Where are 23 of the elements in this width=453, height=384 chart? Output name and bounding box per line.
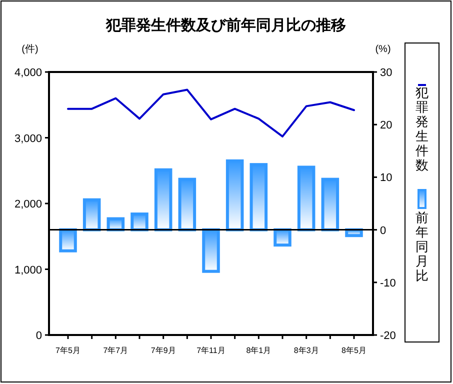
x-tick-label: 7年5月 [56, 346, 80, 355]
y2-axis-title: (%) [375, 44, 391, 55]
y2-tick-label: -20 [380, 330, 396, 342]
x-tick-label: 7年9月 [150, 346, 176, 355]
y2-tick-label: 10 [380, 172, 392, 184]
x-tick-label: 8年5月 [342, 346, 366, 355]
x-tick-label: 7年11月 [196, 346, 226, 355]
y-tick-label: 3,000 [14, 132, 42, 145]
y-tick-label: 4,000 [14, 67, 42, 79]
y-tick-label: 1,000 [14, 264, 42, 276]
legend-label: 前年同月比 [416, 210, 428, 283]
y2-tick-label: -10 [380, 277, 396, 290]
y-tick-label: 0 [36, 330, 42, 342]
y-tick-label: 2,000 [14, 198, 42, 210]
chart-title: 犯罪発生件数及び前年同月比の推移 [105, 17, 346, 34]
y2-tick-label: 20 [380, 120, 392, 132]
x-tick-label: 8年1月 [246, 346, 272, 355]
x-tick-label: 8年3月 [294, 346, 319, 355]
legend-label: 犯罪発生件数 [416, 85, 428, 172]
x-tick-label: 7年7月 [103, 346, 128, 355]
y-axis-title: (件) [22, 44, 38, 55]
y2-tick-label: 30 [380, 67, 392, 79]
y2-tick-label: 0 [380, 224, 386, 237]
